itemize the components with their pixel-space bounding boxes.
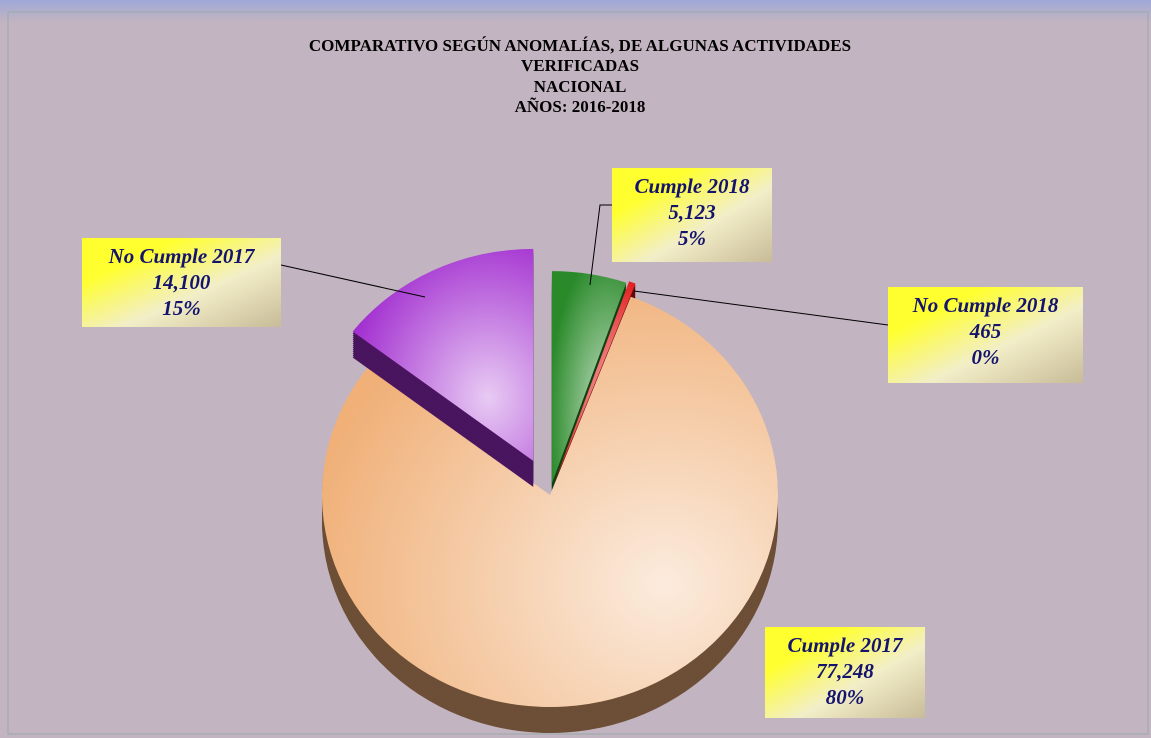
slice <box>321 296 778 733</box>
chart-title: VERIFICADAS <box>521 56 639 75</box>
data-label-box <box>888 287 1083 383</box>
data-label-value: 5,123 <box>668 200 715 224</box>
data-label-percent: 0% <box>972 345 1000 369</box>
data-label-name: Cumple 2018 <box>635 174 750 198</box>
data-label-name: No Cumple 2017 <box>108 244 256 268</box>
leader-line <box>633 290 889 326</box>
data-label-name: Cumple 2017 <box>788 633 904 657</box>
data-label-percent: 15% <box>162 296 201 320</box>
data-label-value: 465 <box>969 319 1002 343</box>
leader-line <box>280 264 426 298</box>
slice-shine <box>551 271 627 484</box>
chart-title: NACIONAL <box>534 77 627 96</box>
chart-title: COMPARATIVO SEGÚN ANOMALÍAS, DE ALGUNAS … <box>309 36 851 55</box>
slice-shine <box>554 281 636 482</box>
data-label-box <box>82 238 281 327</box>
slice <box>352 248 534 487</box>
slice-shine <box>352 248 534 461</box>
plot-border <box>7 11 1149 735</box>
slice-shine <box>321 296 778 707</box>
chart-title: AÑOS: 2016-2018 <box>515 97 646 116</box>
data-label-box <box>765 627 925 718</box>
data-label-name: No Cumple 2018 <box>912 293 1059 317</box>
data-label-percent: 5% <box>678 226 706 250</box>
data-label-value: 77,248 <box>816 659 874 683</box>
data-label-percent: 80% <box>826 685 865 709</box>
data-label-box <box>612 168 772 262</box>
leader-line <box>589 204 612 286</box>
data-label-value: 14,100 <box>153 270 211 294</box>
slice-side <box>554 283 636 484</box>
